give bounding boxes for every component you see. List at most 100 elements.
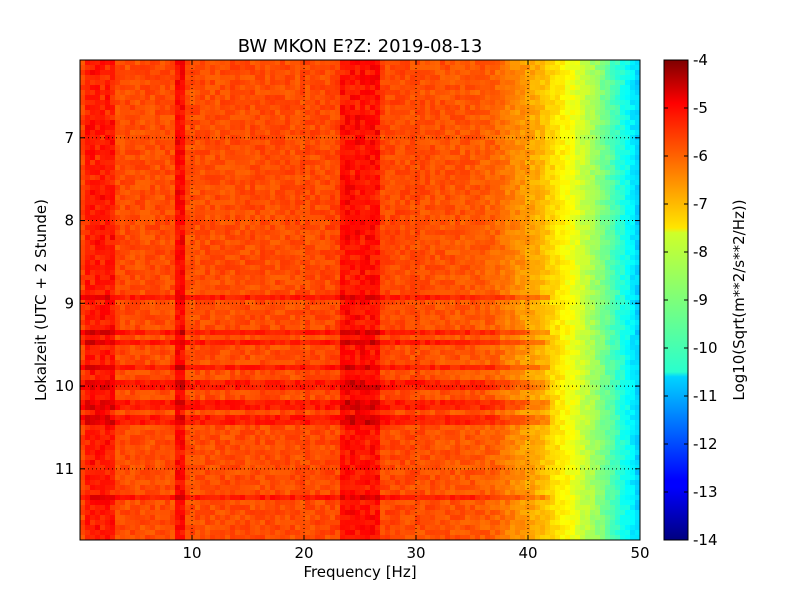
heatmap-cell xyxy=(315,135,321,141)
heatmap-cell xyxy=(305,80,311,86)
heatmap-cell xyxy=(420,125,426,131)
heatmap-cell xyxy=(575,195,581,201)
heatmap-cell xyxy=(345,265,351,271)
heatmap-cell xyxy=(415,65,421,71)
heatmap-cell xyxy=(165,220,171,226)
heatmap-cell xyxy=(510,190,516,196)
heatmap-cell xyxy=(250,120,256,126)
heatmap-cell xyxy=(275,210,281,216)
heatmap-cell xyxy=(140,140,146,146)
heatmap-cell xyxy=(285,80,291,86)
heatmap-cell xyxy=(80,140,86,146)
heatmap-cell xyxy=(480,60,486,66)
heatmap-cell xyxy=(435,210,441,216)
heatmap-cell xyxy=(145,60,151,66)
heatmap-cell xyxy=(355,270,361,276)
heatmap-cell xyxy=(540,120,546,126)
heatmap-cell xyxy=(525,155,531,161)
heatmap-cell xyxy=(90,60,96,66)
heatmap-cell xyxy=(450,70,456,76)
heatmap-cell xyxy=(120,65,126,71)
heatmap-cell xyxy=(585,85,591,91)
heatmap-cell xyxy=(370,260,376,266)
heatmap-cell xyxy=(180,80,186,86)
heatmap-cell xyxy=(375,170,381,176)
heatmap-cell xyxy=(170,210,176,216)
heatmap-cell xyxy=(255,110,261,116)
heatmap-cell xyxy=(580,120,586,126)
heatmap-cell xyxy=(265,85,271,91)
heatmap-cell xyxy=(250,230,256,236)
heatmap-cell xyxy=(410,100,416,106)
heatmap-cell xyxy=(125,220,131,226)
heatmap-cell xyxy=(560,240,566,246)
heatmap-cell xyxy=(570,90,576,96)
heatmap-cell xyxy=(220,160,226,166)
heatmap-cell xyxy=(445,250,451,256)
heatmap-cell xyxy=(320,190,326,196)
heatmap-cell xyxy=(140,135,146,141)
heatmap-cell xyxy=(375,85,381,91)
heatmap-cell xyxy=(260,215,266,221)
heatmap-cell xyxy=(570,100,576,106)
heatmap-cell xyxy=(85,120,91,126)
heatmap-cell xyxy=(195,150,201,156)
heatmap-cell xyxy=(90,240,96,246)
heatmap-cell xyxy=(355,265,361,271)
heatmap-cell xyxy=(485,180,491,186)
heatmap-cell xyxy=(165,260,171,266)
heatmap-cell xyxy=(405,60,411,66)
heatmap-cell xyxy=(140,230,146,236)
heatmap-cell xyxy=(440,175,446,181)
heatmap-cell xyxy=(545,215,551,221)
heatmap-cell xyxy=(350,60,356,66)
heatmap-cell xyxy=(405,75,411,81)
heatmap-cell xyxy=(530,195,536,201)
heatmap-cell xyxy=(485,255,491,261)
heatmap-cell xyxy=(630,110,636,116)
heatmap-cell xyxy=(495,175,501,181)
heatmap-cell xyxy=(150,85,156,91)
heatmap-cell xyxy=(120,225,126,231)
heatmap-cell xyxy=(110,255,116,261)
heatmap-cell xyxy=(275,260,281,266)
heatmap-cell xyxy=(110,90,116,96)
heatmap-cell xyxy=(280,245,286,251)
heatmap-cell xyxy=(245,280,251,286)
heatmap-cell xyxy=(600,135,606,141)
heatmap-cell xyxy=(325,135,331,141)
heatmap-cell xyxy=(365,150,371,156)
heatmap-cell xyxy=(495,190,501,196)
heatmap-cell xyxy=(160,160,166,166)
heatmap-cell xyxy=(475,260,481,266)
heatmap-cell xyxy=(500,210,506,216)
heatmap-cell xyxy=(105,240,111,246)
heatmap-cell xyxy=(435,275,441,281)
heatmap-cell xyxy=(300,135,306,141)
heatmap-cell xyxy=(100,190,106,196)
heatmap-cell xyxy=(375,60,381,66)
heatmap-cell xyxy=(450,230,456,236)
heatmap-cell xyxy=(625,175,631,181)
heatmap-cell xyxy=(365,140,371,146)
heatmap-cell xyxy=(210,100,216,106)
heatmap-cell xyxy=(190,195,196,201)
heatmap-cell xyxy=(80,250,86,256)
heatmap-cell xyxy=(515,225,521,231)
heatmap-cell xyxy=(300,100,306,106)
heatmap-cell xyxy=(610,200,616,206)
heatmap-cell xyxy=(275,240,281,246)
heatmap-cell xyxy=(210,235,216,241)
heatmap-cell xyxy=(105,140,111,146)
heatmap-cell xyxy=(335,265,341,271)
heatmap-cell xyxy=(550,60,556,66)
heatmap-cell xyxy=(135,150,141,156)
heatmap-cell xyxy=(520,205,526,211)
spectrogram-heatmap xyxy=(80,60,640,540)
heatmap-cell xyxy=(290,75,296,81)
heatmap-cell xyxy=(300,245,306,251)
heatmap-cell xyxy=(125,280,131,286)
heatmap-cell xyxy=(240,195,246,201)
heatmap-cell xyxy=(625,230,631,236)
heatmap-cell xyxy=(150,180,156,186)
